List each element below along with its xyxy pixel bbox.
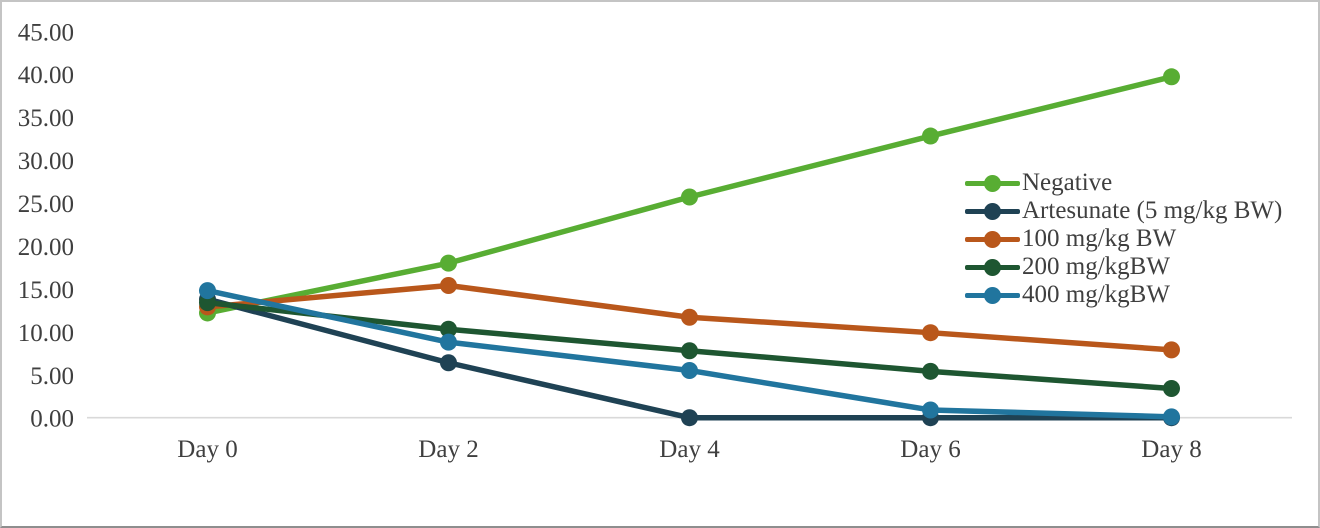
data-point-marker [199,294,216,312]
data-point-marker [1163,408,1180,426]
y-tick-label: 20.00 [18,234,74,261]
y-tick-label: 25.00 [18,191,74,218]
x-axis-label: Day 8 [1141,436,1201,463]
y-tick-label: 45.00 [18,19,74,46]
legend-marker [965,174,1020,192]
legend-label: 200 mg/kgBW [1022,253,1170,280]
x-axis-label: Day 2 [418,436,478,463]
legend-marker [965,202,1020,220]
data-point-marker [440,320,457,338]
legend-label: 400 mg/kgBW [1022,281,1170,308]
legend-item: Negative [965,169,1282,197]
data-point-marker [922,362,939,380]
y-tick-label: 0.00 [30,406,74,433]
data-point-marker [922,324,939,342]
data-point-marker [1163,380,1180,398]
legend-label: Artesunate (5 mg/kg BW) [1022,197,1283,224]
y-tick-label: 15.00 [18,277,74,304]
data-point-marker [681,308,698,326]
data-point-marker [681,188,698,206]
chart-legend: Negative Artesunate (5 mg/kg BW) 100 mg/kg… [965,169,1282,309]
data-point-marker [681,361,698,379]
data-point-marker [922,127,939,145]
data-point-marker [681,409,698,427]
data-point-marker [1163,341,1180,359]
y-tick-label: 30.00 [18,148,74,175]
x-axis-label: Day 0 [177,436,237,463]
legend-item: 100 mg/kg BW [965,225,1282,253]
data-point-marker [199,282,216,300]
data-point-marker [440,254,457,272]
data-point-marker [681,342,698,360]
data-point-marker [440,276,457,294]
legend-marker [965,230,1020,248]
data-point-marker [440,354,457,372]
legend-label: 100 mg/kg BW [1022,225,1177,252]
data-point-marker [440,333,457,351]
data-point-marker [922,401,939,419]
legend-item: Artesunate (5 mg/kg BW) [965,197,1282,225]
data-point-marker [1163,68,1180,86]
x-axis-label: Day 4 [659,436,720,463]
x-axis-label: Day 6 [900,436,960,463]
legend-item: 400 mg/kgBW [965,281,1282,309]
y-tick-label: 35.00 [18,105,74,132]
legend-item: 200 mg/kgBW [965,253,1282,281]
y-tick-label: 10.00 [18,320,74,347]
legend-label: Negative [1022,169,1113,196]
y-tick-label: 5.00 [30,363,74,390]
legend-marker [965,258,1020,276]
y-tick-label: 40.00 [18,62,74,89]
legend-marker [965,286,1020,304]
